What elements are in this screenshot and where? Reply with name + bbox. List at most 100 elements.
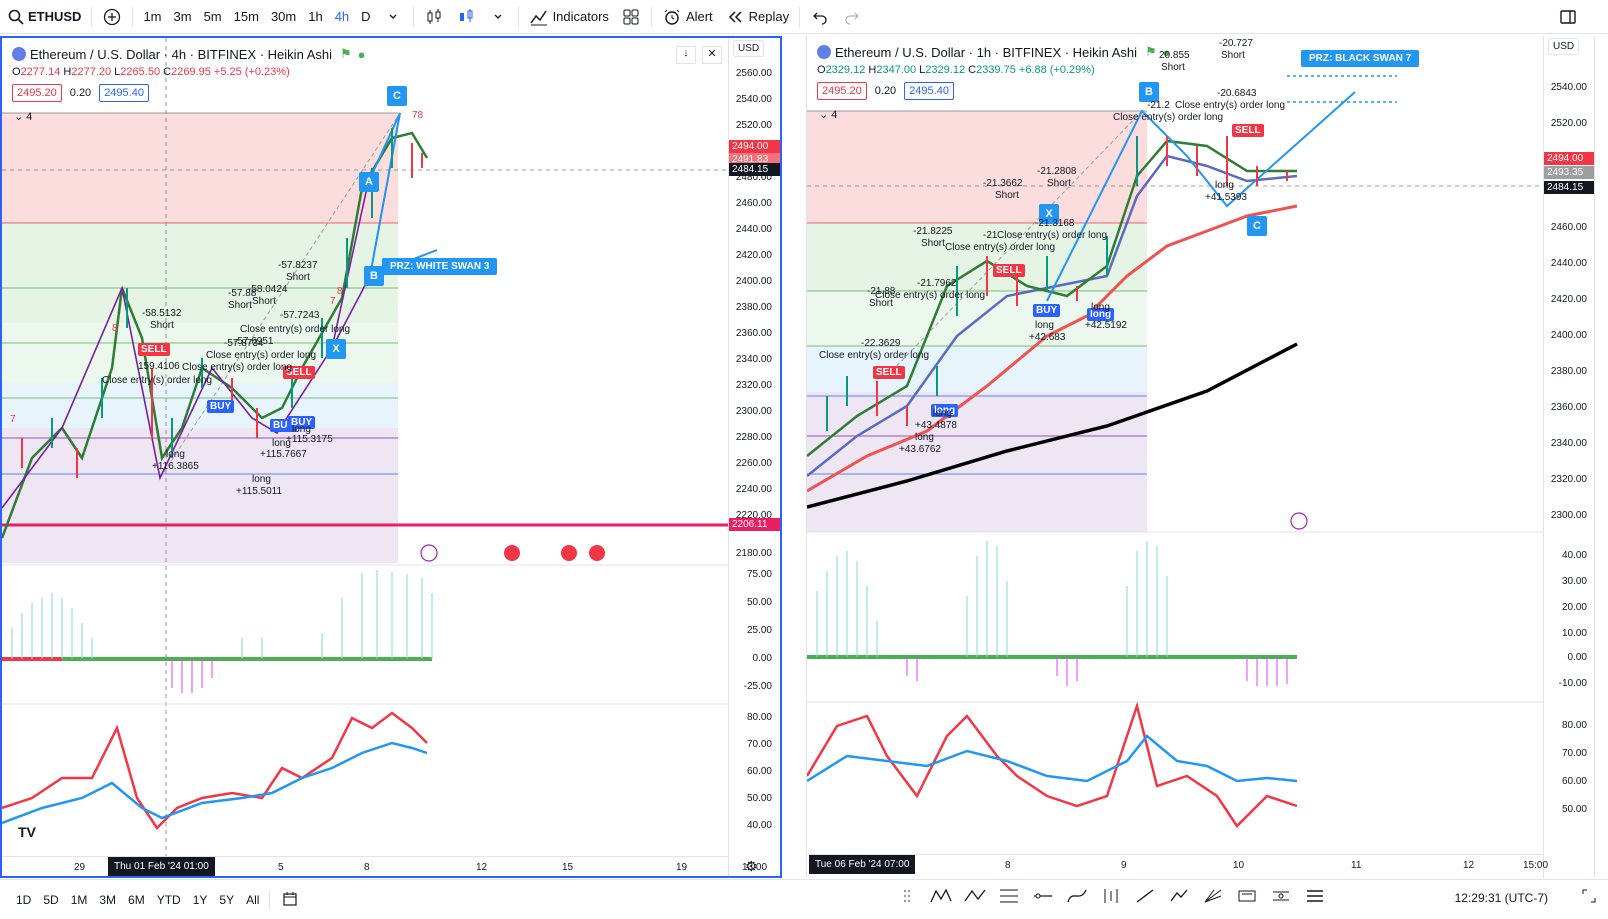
compare-button[interactable] [96,0,128,34]
flag-icon[interactable]: ⚑ [339,46,352,61]
lightning-icon[interactable] [420,544,438,562]
rsi-label: 80.00 [1561,720,1587,731]
heikin-ashi-button[interactable] [450,0,482,34]
pattern-point-b[interactable]: B [364,266,384,286]
fib-retracement-icon[interactable] [992,883,1026,909]
trend-line-icon[interactable] [1128,883,1162,909]
buy-signal: BUY [288,416,316,429]
xabcd-pattern-icon[interactable] [924,883,958,909]
undo-button[interactable] [804,0,836,34]
trade-annotation: -57.6951 [234,336,274,347]
symbol-search[interactable]: ETHUSD [0,0,87,34]
close-icon[interactable]: ✕ [702,46,722,64]
layouts-button[interactable] [615,0,647,34]
range-6m[interactable]: 6M [128,892,145,907]
sell-button[interactable]: 2495.20 [12,84,62,102]
timeframe-4h[interactable]: 4h [334,9,350,24]
gann-icon[interactable] [1196,883,1230,909]
indicators-button[interactable]: Indicators [523,0,615,34]
price-scale-left[interactable]: USD 2560.00 2540.00 2520.00 2480.00 2460… [728,38,780,876]
sidebar-toggle-button[interactable] [1552,0,1584,34]
time-label: 15 [562,862,574,873]
abc-pattern-icon[interactable] [958,883,992,909]
chart-legend-left[interactable]: Ethereum / U.S. Dollar · 4h · BITFINEX ·… [12,46,366,62]
timeframe-1h[interactable]: 1h [308,9,323,24]
brush-icon[interactable] [1162,883,1196,909]
chart-legend-right[interactable]: Ethereum / U.S. Dollar · 1h · BITFINEX ·… [817,44,1171,60]
chart-pane-right[interactable]: Ethereum / U.S. Dollar · 1h · BITFINEX ·… [806,36,1594,878]
long-position-icon[interactable] [1094,883,1128,909]
long-short-icon[interactable] [1264,883,1298,909]
price-tag-red: 2494.00 [1544,152,1594,165]
us-flag-icon[interactable] [504,545,520,561]
pattern-point-a[interactable]: A [359,172,379,192]
trade-annotation: +42.5192 [1085,320,1127,331]
prz-label[interactable]: PRZ: BLACK SWAN 7 [1301,50,1420,67]
alert-button[interactable]: Alert [656,0,719,34]
redo-button[interactable] [836,0,868,34]
clock-display[interactable]: 12:29:31 (UTC-7) [1454,891,1548,905]
price-label: 2540.00 [735,94,772,105]
timeframe-d[interactable]: D [361,9,371,24]
us-flag-icon[interactable] [589,545,605,561]
currency-selector[interactable]: USD [1548,38,1580,55]
fullscreen-icon[interactable] [1582,889,1596,908]
buy-button[interactable]: 2495.40 [904,82,954,100]
price-label: 2480.00 [735,172,772,183]
time-label: 29 [74,862,86,873]
pattern-point-x[interactable]: X [326,339,346,359]
timeframe-dropdown[interactable] [377,0,409,34]
buy-button[interactable]: 2495.40 [99,84,149,102]
trade-annotation: Close entry(s) order long [997,230,1108,241]
range-ytd[interactable]: YTD [156,892,181,907]
price-label: 2360.00 [1550,402,1587,413]
range-all[interactable]: All [246,892,260,907]
range-5d[interactable]: 5D [43,892,59,907]
replay-button[interactable]: Replay [719,0,795,34]
pattern-point-c[interactable]: C [1247,216,1267,236]
panel-icon [1558,7,1578,27]
path-icon[interactable] [1060,883,1094,909]
go-to-date-button[interactable] [274,889,306,910]
menu-icon[interactable] [1298,883,1332,909]
chart-canvas-left[interactable] [2,38,728,856]
range-5y[interactable]: 5Y [219,892,235,907]
sell-button[interactable]: 2495.20 [817,82,867,100]
timeframe-3m[interactable]: 3m [173,9,192,24]
time-axis-right[interactable]: Tue 06 Feb '24 07:00 8 9 10 11 12 15:00 [807,854,1548,876]
us-flag-icon[interactable] [561,545,577,561]
range-3m[interactable]: 3M [99,892,117,907]
lightning-icon[interactable] [1290,512,1308,530]
indicators-toggle[interactable]: ⌄ 4 [14,111,33,123]
trade-annotation: -21.8225 [913,226,953,237]
date-range-icon[interactable] [1230,883,1264,909]
price-tag-red: 2494.00 [729,140,780,153]
chart-canvas-right[interactable] [807,36,1543,854]
range-1d[interactable]: 1D [16,892,32,907]
timeframe-15m[interactable]: 15m [233,9,259,24]
timeframe-30m[interactable]: 30m [270,9,297,24]
bar-style-button[interactable] [418,0,450,34]
horizontal-ray-icon[interactable] [1026,883,1060,909]
harmonic-pattern-blue [1046,91,1356,302]
price-label: 2560.00 [735,68,772,79]
chart-pane-left[interactable]: Ethereum / U.S. Dollar · 4h · BITFINEX ·… [0,36,782,878]
currency-selector[interactable]: USD [733,40,765,57]
indicators-toggle[interactable]: ⌄ 4 [819,109,838,121]
tradingview-logo[interactable]: TV [18,824,36,840]
prz-label[interactable]: PRZ: WHITE SWAN 3 [382,258,498,275]
range-1m[interactable]: 1M [70,892,88,907]
timeframe-5m[interactable]: 5m [203,9,222,24]
flag-icon[interactable]: ⚑ [1144,44,1157,59]
timeframe-1m[interactable]: 1m [143,9,162,24]
price-scale-right[interactable]: USD 2540.00 2520.00 2460.00 2440.00 2420… [1543,36,1594,878]
chart-type-dropdown[interactable] [482,0,514,34]
range-1y[interactable]: 1Y [192,892,208,907]
scroll-down-button[interactable]: ↓ [676,46,696,64]
pattern-point-x[interactable]: X [1039,204,1059,224]
pattern-point-c[interactable]: C [387,86,407,106]
drag-handle-icon[interactable] [890,883,924,909]
settings-gear-icon[interactable]: ⚙ [745,858,758,874]
pattern-point-b[interactable]: B [1139,82,1159,102]
time-axis-left[interactable]: 29 Thu 01 Feb '24 01:00 5 8 12 15 19 13:… [2,856,767,876]
